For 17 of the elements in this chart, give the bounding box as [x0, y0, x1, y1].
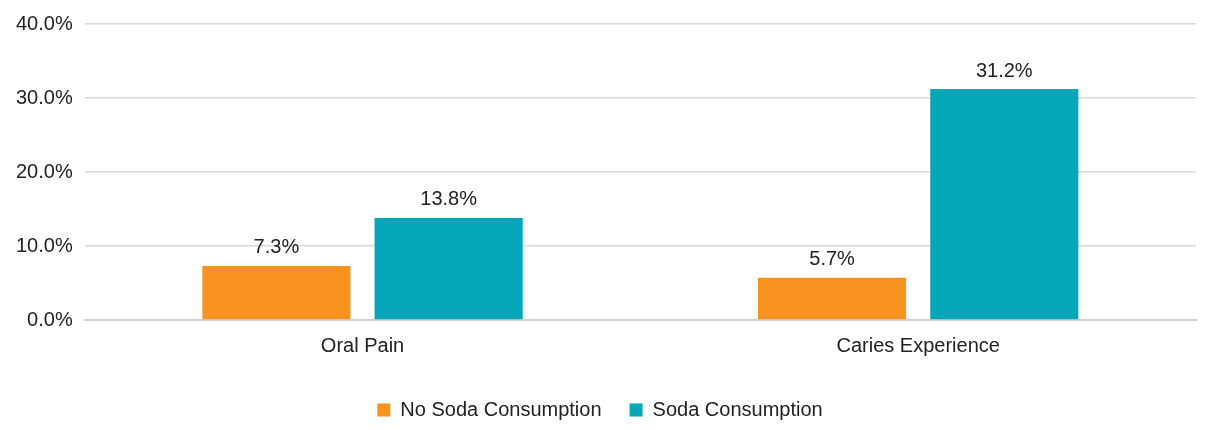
x-tick-label: Oral Pain — [320, 333, 405, 356]
y-tick-label: 10.0% — [15, 233, 73, 256]
legend-label: No Soda Consumption — [400, 397, 602, 420]
y-tick-label: 20.0% — [15, 159, 73, 182]
data-label: 31.2% — [975, 58, 1033, 81]
bar — [930, 89, 1079, 320]
data-label: 13.8% — [420, 187, 478, 210]
bar — [202, 265, 351, 320]
bar — [374, 217, 523, 320]
data-label: 7.3% — [253, 235, 300, 258]
legend-label: Soda Consumption — [652, 397, 823, 420]
y-tick-label: 0.0% — [27, 307, 73, 330]
bar — [757, 277, 907, 320]
x-tick-label: Caries Experience — [836, 333, 1000, 356]
y-tick-label: 40.0% — [15, 11, 73, 34]
y-tick-label: 30.0% — [15, 85, 73, 108]
data-label: 5.7% — [809, 247, 856, 270]
